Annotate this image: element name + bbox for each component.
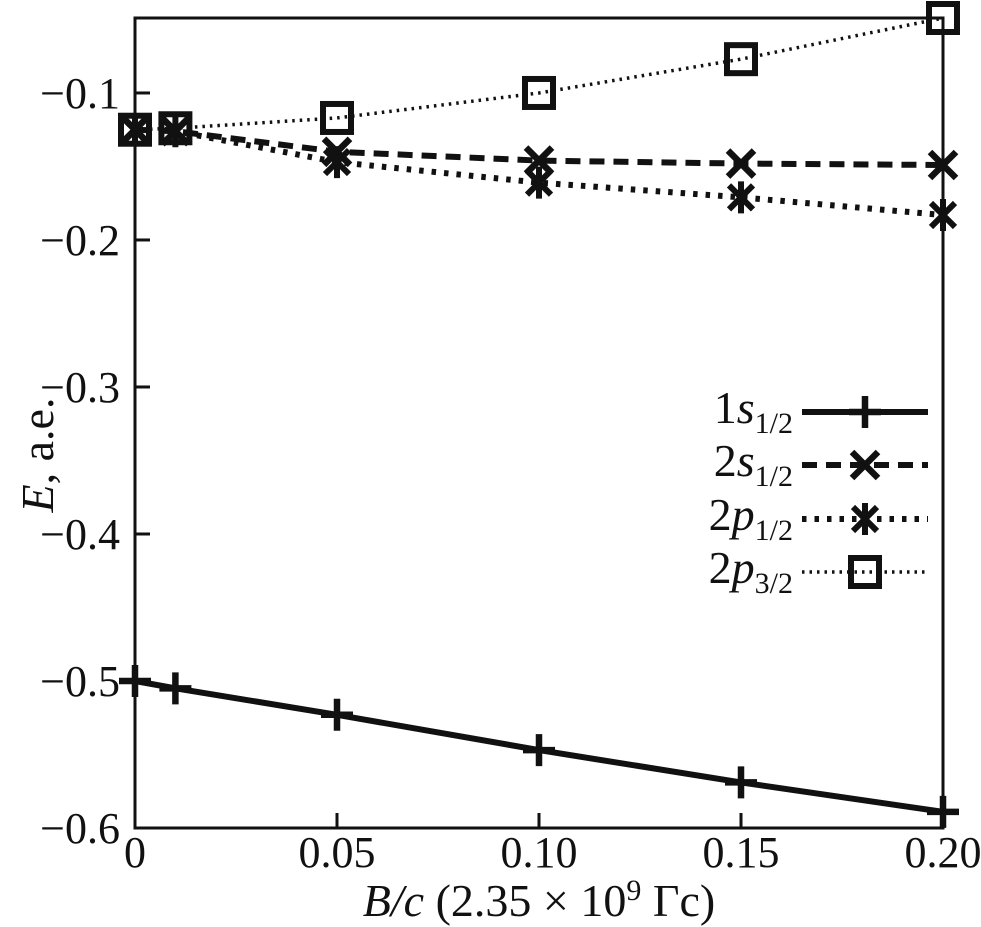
legend-label-2p32: 2p3/2 bbox=[708, 541, 793, 600]
legend-2s12-letter: s bbox=[736, 435, 755, 486]
y-tick-label: −0.3 bbox=[40, 363, 120, 412]
legend-1s12-letter: s bbox=[736, 382, 755, 433]
legend-2p32-n: 2 bbox=[708, 542, 732, 593]
marker-2s12 bbox=[523, 145, 555, 176]
marker-1s12 bbox=[523, 734, 555, 767]
x-tick-label: 0.10 bbox=[501, 828, 578, 877]
marker-2s12 bbox=[725, 148, 757, 179]
legend-2p12-n: 2 bbox=[708, 489, 732, 540]
y-tick-label: −0.4 bbox=[40, 510, 120, 559]
x-tick-label: 0.15 bbox=[703, 828, 780, 877]
y-tick-label: −0.6 bbox=[40, 804, 120, 853]
legend-2p12-letter: p bbox=[731, 489, 755, 540]
legend-label-2s12: 2s1/2 bbox=[713, 434, 793, 493]
y-tick-label: −0.1 bbox=[40, 69, 120, 118]
marker-2p32 bbox=[724, 42, 758, 77]
marker-2p32 bbox=[320, 100, 354, 135]
marker-2p12 bbox=[120, 113, 150, 146]
y-axis-label-symbol: E bbox=[12, 484, 63, 513]
legend-2p12-sub: 1/2 bbox=[754, 514, 793, 547]
marker-1s12 bbox=[159, 672, 192, 705]
x-axis-label-tail: Гс) bbox=[641, 875, 716, 926]
marker-2p32 bbox=[926, 1, 960, 35]
series-line-2p32 bbox=[134, 16, 944, 132]
marker-1s12 bbox=[321, 698, 353, 731]
x-axis-label: B/c (2.35 × 109 Гс) bbox=[135, 874, 943, 927]
x-axis-label-units: (2.35 × 10 bbox=[424, 875, 627, 926]
x-tick-label: 0.20 bbox=[905, 828, 981, 877]
marker-1s12 bbox=[927, 795, 959, 828]
marker-2p32 bbox=[158, 111, 193, 146]
marker-2s12 bbox=[927, 149, 959, 181]
marker-2p32 bbox=[522, 75, 556, 110]
legend-sample-marker-2s12 bbox=[849, 449, 881, 481]
legend-2p32-sub: 3/2 bbox=[754, 567, 793, 600]
x-axis-label-exponent: 9 bbox=[626, 874, 642, 907]
x-axis-label-symbol: B/c bbox=[362, 875, 425, 926]
legend-label-2p12: 2p1/2 bbox=[708, 488, 793, 547]
legend-2s12-n: 2 bbox=[713, 435, 737, 486]
x-tick-label: 0.05 bbox=[299, 828, 376, 877]
y-axis-label-units: , a.e. bbox=[12, 397, 63, 485]
y-tick-label: −0.2 bbox=[40, 216, 120, 265]
marker-2p12 bbox=[928, 198, 958, 231]
series-line-2s12 bbox=[134, 126, 944, 169]
legend-1s12-sub: 1/2 bbox=[754, 407, 793, 440]
legend-sample-marker-2p32 bbox=[848, 555, 882, 589]
marker-2p32 bbox=[118, 112, 152, 147]
y-tick-label: −0.5 bbox=[40, 657, 120, 706]
x-tick-label: 0 bbox=[124, 828, 146, 877]
marker-2p12 bbox=[524, 166, 554, 199]
marker-2p12 bbox=[726, 181, 756, 214]
marker-1s12 bbox=[119, 664, 151, 697]
legend-2s12-sub: 1/2 bbox=[754, 460, 793, 493]
legend-label-1s12: 1s1/2 bbox=[713, 381, 793, 440]
legend-1s12-n: 1 bbox=[713, 382, 737, 433]
legend-sample-marker-1s12 bbox=[849, 396, 881, 428]
legend-sample-marker-2p12 bbox=[850, 503, 880, 535]
marker-2p12 bbox=[322, 146, 352, 179]
legend-2p32-letter: p bbox=[731, 542, 755, 593]
y-axis-label: E, a.e. bbox=[11, 305, 63, 605]
marker-1s12 bbox=[725, 766, 757, 799]
